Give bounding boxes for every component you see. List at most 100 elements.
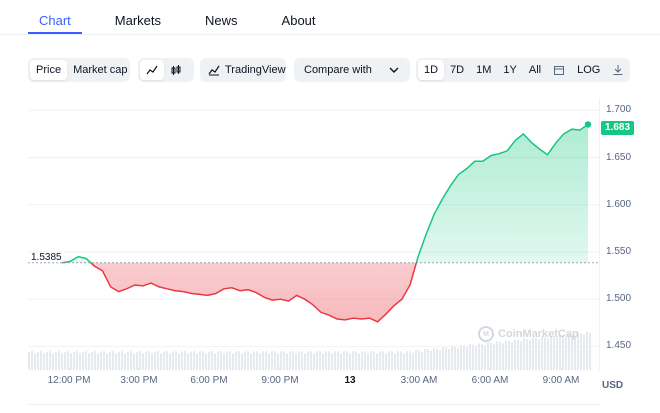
volume-bar	[61, 353, 63, 370]
volume-bar	[337, 351, 339, 370]
tabs-divider	[0, 34, 660, 35]
volume-bar	[46, 351, 48, 370]
volume-bar	[40, 350, 42, 370]
volume-bar	[376, 353, 378, 370]
volume-bar	[484, 345, 486, 370]
volume-bar	[346, 351, 348, 370]
volume-bar	[523, 338, 525, 370]
volume-bar	[406, 350, 408, 370]
volume-bar	[163, 351, 165, 370]
area-above-baseline	[62, 124, 588, 263]
compare-with-dropdown[interactable]: Compare with	[294, 58, 410, 82]
currency-label: USD	[602, 380, 624, 391]
tradingview-inner: TradingView	[202, 60, 292, 80]
market-cap-toggle-button[interactable]: Market cap	[73, 64, 128, 76]
volume-bar	[502, 343, 504, 370]
volume-bar	[247, 351, 249, 370]
volume-bar	[316, 351, 318, 370]
volume-bar	[151, 353, 153, 370]
range-1d[interactable]: 1D	[418, 60, 445, 80]
line-chart-icon[interactable]	[140, 60, 164, 80]
tab-markets[interactable]: Markets	[114, 13, 162, 28]
volume-bar	[217, 351, 219, 370]
volume-bar	[352, 351, 354, 370]
volume-bar	[466, 347, 468, 370]
volume-bar	[481, 343, 483, 370]
calendar-icon[interactable]	[547, 60, 571, 80]
volume-bar	[259, 353, 261, 370]
tab-about[interactable]: About	[281, 13, 316, 28]
volume-bar	[526, 339, 528, 370]
volume-bar	[289, 351, 291, 370]
volume-bar	[328, 351, 330, 370]
volume-bar	[145, 351, 147, 370]
tradingview-button[interactable]: TradingView	[200, 58, 286, 82]
volume-bar	[244, 351, 246, 370]
watermark-text: CoinMarketCap	[498, 328, 579, 340]
volume-bar	[265, 351, 267, 370]
volume-bar	[547, 338, 549, 370]
volume-bar	[253, 351, 255, 370]
volume-bar	[97, 353, 99, 370]
x-tick-label: 6:00 AM	[471, 375, 509, 386]
volume-bar	[433, 348, 435, 370]
current-price-dot	[584, 121, 592, 128]
volume-bar	[577, 332, 579, 370]
price-toggle-button[interactable]: Price	[30, 60, 68, 80]
volume-bar	[109, 351, 111, 370]
tab-chart[interactable]: Chart	[28, 0, 82, 34]
volume-bar	[295, 353, 297, 370]
volume-bar	[58, 350, 60, 370]
volume-bar	[133, 353, 135, 370]
range-1m[interactable]: 1M	[476, 64, 492, 76]
volume-bar	[220, 351, 222, 370]
volume-bar	[154, 351, 156, 370]
volume-bar	[91, 351, 93, 370]
y-tick-label: 1.650	[606, 151, 632, 163]
range-all[interactable]: All	[528, 64, 542, 76]
volume-bar	[226, 351, 228, 370]
volume-bar	[196, 353, 198, 370]
volume-bar	[313, 353, 315, 370]
volume-bar	[457, 348, 459, 370]
volume-bar	[448, 348, 450, 370]
volume-bar	[385, 353, 387, 370]
price-chart[interactable]	[28, 98, 600, 370]
volume-bar	[307, 351, 309, 370]
volume-bar	[493, 344, 495, 370]
range-1y[interactable]: 1Y	[503, 64, 517, 76]
volume-bar	[400, 351, 402, 370]
tab-news[interactable]: News	[205, 13, 238, 28]
volume-bar	[490, 342, 492, 370]
volume-bar	[157, 350, 159, 370]
candlestick-icon[interactable]	[164, 60, 188, 80]
log-scale-button[interactable]: LOG	[577, 64, 601, 76]
volume-bar	[562, 335, 564, 370]
volume-bar	[514, 339, 516, 370]
y-tick-label: 1.550	[606, 245, 632, 257]
volume-bar	[208, 351, 210, 370]
price-line-up	[61, 123, 589, 263]
x-tick-label: 9:00 PM	[261, 375, 299, 386]
volume-bar	[382, 351, 384, 370]
volume-bar	[187, 353, 189, 370]
volume-bar	[541, 336, 543, 370]
volume-bar	[43, 353, 45, 370]
volume-bar	[343, 351, 345, 370]
download-icon[interactable]	[606, 60, 630, 80]
volume-bar	[550, 335, 552, 370]
volume-bar	[262, 351, 264, 370]
volume-bar	[475, 346, 477, 370]
volume-bar	[487, 342, 489, 370]
volume-bar	[472, 344, 474, 370]
volume-bar	[76, 350, 78, 370]
range-7d[interactable]: 7D	[450, 64, 465, 76]
volume-bar	[172, 351, 174, 370]
volume-bar	[349, 353, 351, 370]
volume-bar	[310, 351, 312, 370]
volume-bar	[202, 351, 204, 370]
volume-bar	[142, 353, 144, 370]
volume-bar	[169, 353, 171, 370]
volume-bar	[304, 353, 306, 370]
volume-bar	[319, 351, 321, 370]
